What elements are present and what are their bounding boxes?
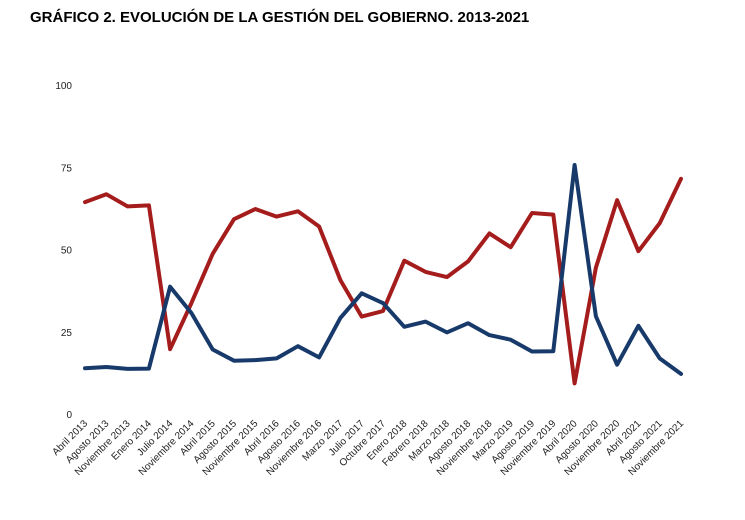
y-tick-label: 100: [55, 81, 72, 92]
series-line-2: [83, 163, 683, 376]
y-tick-label: 50: [61, 246, 73, 257]
y-tick-label: 25: [61, 328, 73, 339]
y-tick-label: 75: [61, 163, 73, 174]
series-line-1: [83, 176, 683, 386]
series-lines: [83, 163, 683, 386]
y-tick-label: 0: [66, 410, 72, 421]
y-axis-ticks: 0 25 50 75 100: [55, 81, 72, 421]
chart-title: GRÁFICO 2. EVOLUCIÓN DE LA GESTIÓN DEL G…: [30, 9, 530, 26]
